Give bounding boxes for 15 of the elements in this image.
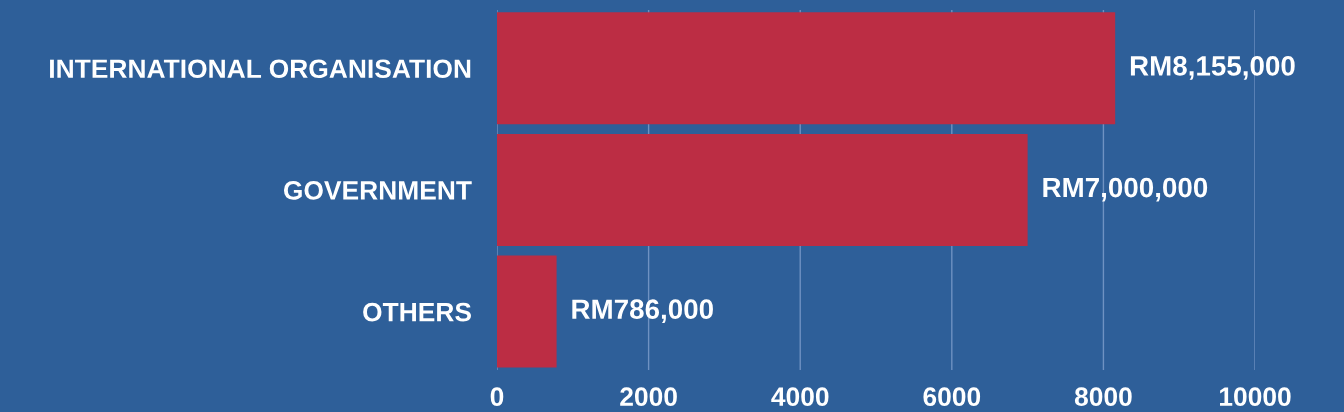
x-tick-label: 8000 xyxy=(1074,387,1132,407)
bar xyxy=(497,255,557,368)
x-tick-label: 2000 xyxy=(620,387,677,407)
y-tick-label: INTERNATIONAL ORGANISATION xyxy=(50,59,471,79)
bar xyxy=(497,133,1028,246)
x-tick-label: 6000 xyxy=(923,387,981,407)
data-label: RM8,155,000 xyxy=(1130,56,1295,80)
y-tick-label: GOVERNMENT xyxy=(283,181,472,200)
data-label: RM7,000,000 xyxy=(1043,177,1208,202)
x-tick-label: 4000 xyxy=(771,387,829,407)
bar xyxy=(497,12,1116,125)
data-label: RM786,000 xyxy=(572,299,713,324)
x-tick-label: 0 xyxy=(490,387,504,407)
x-tick-label: 10000 xyxy=(1220,387,1291,407)
y-tick-label: OTHERS xyxy=(363,302,471,322)
